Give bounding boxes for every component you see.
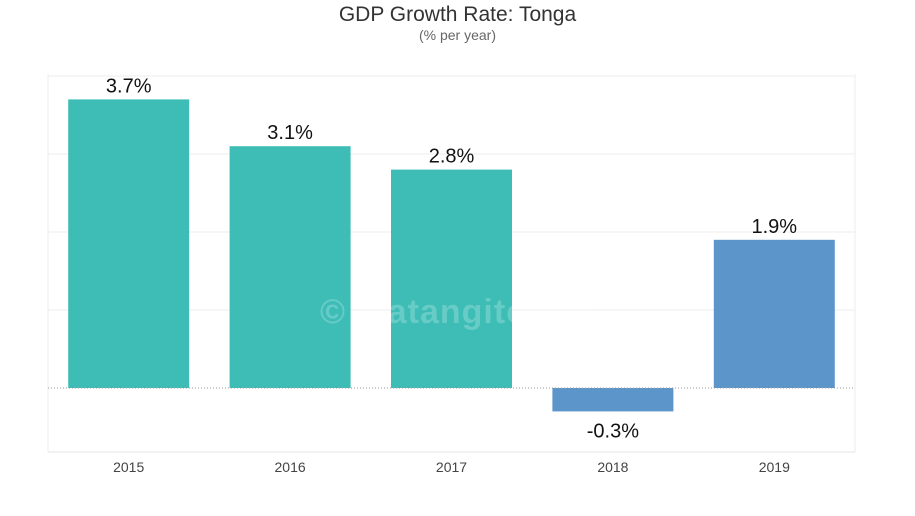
- bar-2017: [391, 169, 512, 388]
- watermark: © matangitonga: [320, 293, 592, 331]
- data-label-2015: 3.7%: [106, 75, 152, 97]
- x-tick-label: 2019: [759, 459, 790, 475]
- bar-2018: [552, 388, 674, 412]
- data-label-2016: 3.1%: [267, 122, 313, 144]
- x-tick-label: 2015: [113, 459, 144, 475]
- bar-2015: [68, 99, 190, 389]
- x-tick-label: 2018: [597, 459, 628, 475]
- x-tick-label: 2016: [275, 459, 306, 475]
- data-label-2019: 1.9%: [752, 216, 798, 238]
- chart-title: GDP Growth Rate: Tonga: [338, 3, 577, 26]
- bar-2019: [713, 239, 835, 388]
- bar-2016: [229, 146, 351, 388]
- data-label-2018: -0.3%: [587, 420, 639, 442]
- x-tick-label: 2017: [436, 459, 467, 475]
- data-label-2017: 2.8%: [429, 146, 475, 168]
- chart-subtitle: (% per year): [418, 27, 497, 43]
